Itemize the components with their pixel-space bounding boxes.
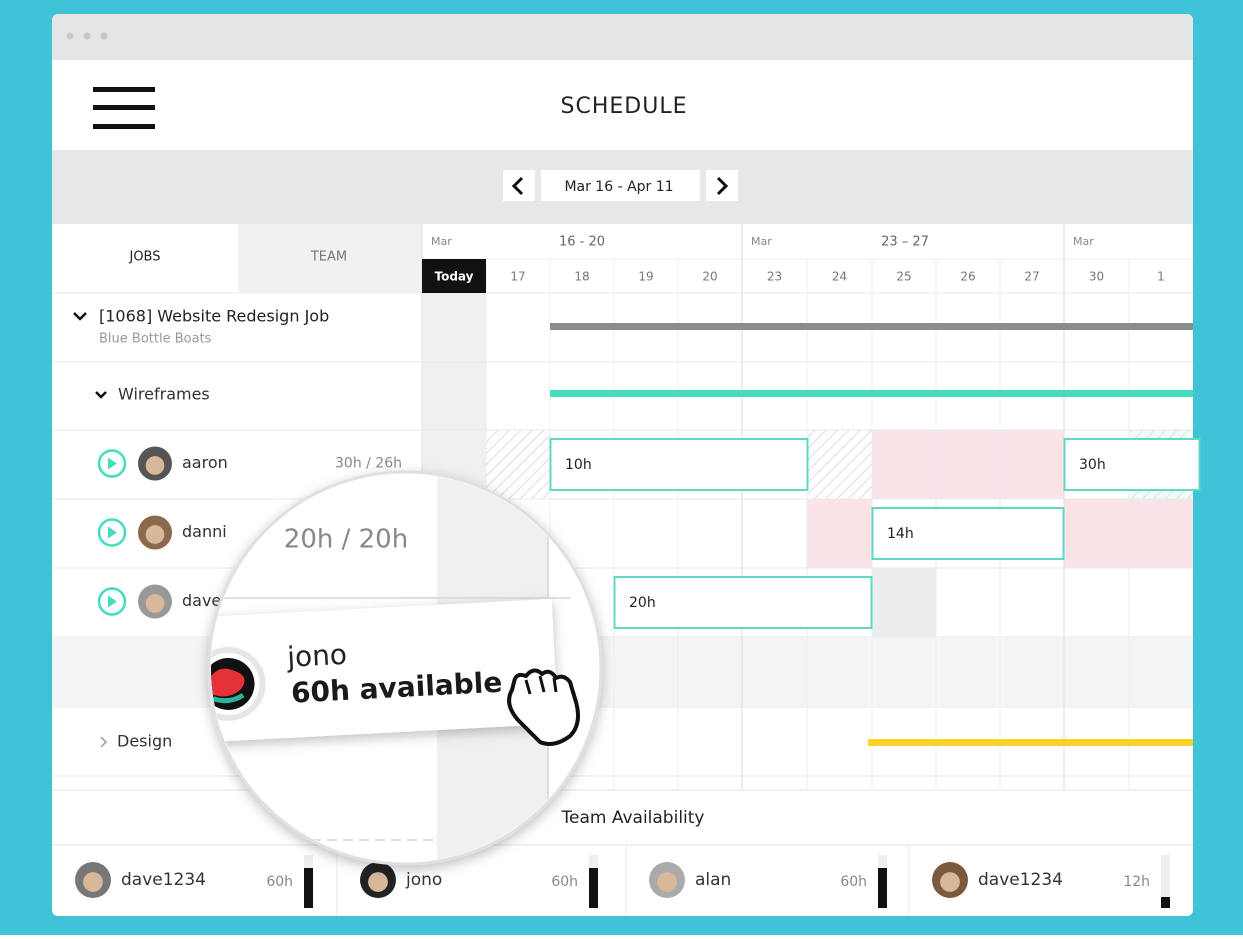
magnifier: 20h / 20h jono 60h available: [187, 470, 603, 866]
member-name: jono: [405, 870, 442, 890]
page-title: SCHEDULE: [561, 94, 688, 119]
off-day: [807, 430, 872, 499]
month-label: Mar: [431, 235, 452, 248]
titlebar: [52, 14, 1193, 60]
play-icon: [108, 595, 117, 608]
collapse-icon: [100, 736, 108, 748]
job-bar: [550, 323, 1193, 330]
person-name: aaron: [182, 453, 228, 472]
task-block[interactable]: [871, 507, 1065, 560]
member-name: dave1234: [978, 870, 1063, 890]
expand-icon: [73, 312, 87, 321]
busy-cell: [872, 568, 936, 637]
tab-label: TEAM: [310, 250, 347, 265]
availability-header: [52, 790, 1193, 845]
avatar-face: [940, 872, 960, 892]
avatar-face: [145, 594, 165, 613]
capacity-fill: [304, 868, 313, 908]
day-label: 24: [832, 270, 847, 284]
range-box: [541, 170, 700, 201]
capacity-track: [1161, 855, 1170, 908]
next-button[interactable]: [706, 170, 738, 201]
hand-cursor: [507, 668, 580, 746]
day-label: 1: [1157, 270, 1165, 284]
week-label: 16 - 20: [559, 235, 605, 250]
expand-icon: [95, 391, 107, 399]
month-label: Mar: [1073, 235, 1094, 248]
member-hours: 60h: [840, 874, 867, 890]
task-hours: 14h: [887, 526, 914, 542]
phase-bar: [550, 390, 1193, 397]
person-name: danni: [182, 522, 227, 541]
tab-label: JOBS: [128, 250, 160, 265]
play-icon: [108, 526, 117, 539]
next-icon: [716, 176, 729, 196]
day-label: 18: [574, 270, 589, 284]
prev-button[interactable]: [503, 170, 535, 201]
month-label: Mar: [751, 235, 772, 248]
day-label: 30: [1089, 270, 1104, 284]
play-icon: [108, 457, 117, 470]
off-day: [486, 430, 550, 499]
overbooked-cell: [807, 499, 872, 568]
task-hours: 20h: [629, 595, 656, 611]
member-hours: 60h: [266, 874, 293, 890]
today-cell: [422, 259, 486, 293]
avatar-face: [145, 456, 165, 475]
job-client: Blue Bottle Boats: [99, 332, 212, 347]
timeline: Mar 16 - 20 Mar 23 – 27 Mar Today 17 18 19 20 23 24…: [52, 224, 1201, 790]
team-tab[interactable]: [238, 224, 422, 293]
week-label: 23 – 27: [881, 235, 929, 250]
capacity-fill: [1161, 897, 1170, 908]
avatar-face: [145, 525, 165, 544]
overbooked-cell: [872, 430, 1064, 499]
card-name: jono: [285, 638, 347, 674]
task-hours: 10h: [565, 457, 592, 473]
task-block[interactable]: [613, 576, 873, 629]
member-hours: 60h: [551, 874, 578, 890]
avatar-face: [657, 872, 677, 892]
magnified-hours: 20h / 20h: [284, 525, 408, 555]
avatar-face: [83, 872, 103, 892]
drag-card[interactable]: jono 60h available: [187, 598, 559, 743]
phase-name: Wireframes: [118, 385, 210, 404]
day-label: 17: [510, 270, 525, 284]
capacity-fill: [878, 868, 887, 908]
person-hours: 30h / 26h: [335, 456, 402, 472]
capacity-fill: [589, 868, 598, 908]
job-title: [1068] Website Redesign Job: [99, 307, 329, 326]
day-label: 27: [1024, 270, 1039, 284]
availability-title: Team Availability: [561, 808, 705, 828]
task-block[interactable]: [549, 438, 809, 491]
day-label: 23: [767, 270, 782, 284]
day-label: Today: [435, 270, 474, 284]
menu-button[interactable]: [93, 87, 155, 129]
member-list: dave1234 60h jono 60h alan 60h dave1234 12h: [75, 845, 1170, 916]
day-label: 26: [960, 270, 975, 284]
day-label: 20: [702, 270, 717, 284]
window-dots: [66, 32, 108, 40]
phase-name: Design: [117, 732, 172, 751]
phase-bar: [868, 739, 1193, 746]
person-name: dave: [182, 591, 221, 610]
task-hours: 30h: [1079, 457, 1106, 473]
member-name: dave1234: [121, 870, 206, 890]
task-block[interactable]: [1063, 438, 1201, 491]
prev-icon: [511, 176, 524, 196]
day-label: 19: [638, 270, 653, 284]
day-label: 25: [896, 270, 911, 284]
jobs-tab[interactable]: [52, 224, 238, 293]
member-name: alan: [695, 870, 731, 890]
avatar-face: [368, 872, 388, 892]
range-label: Mar 16 - Apr 11: [564, 179, 673, 195]
member-hours: 12h: [1123, 874, 1150, 890]
